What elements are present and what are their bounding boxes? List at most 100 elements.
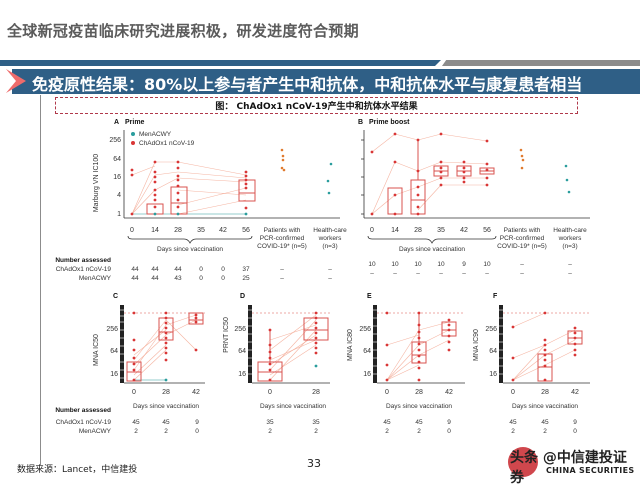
figure-caption-box: 图： ChAdOx1 nCoV-19产生中和抗体水平结果 [55,97,578,114]
svg-text:Days since vaccination: Days since vaccination [133,403,199,410]
svg-text:PCR-confirmed: PCR-confirmed [260,235,305,242]
svg-text:C: C [113,293,118,300]
svg-text:Health-care: Health-care [553,227,587,234]
svg-text:0: 0 [268,389,272,396]
svg-text:MenACWY: MenACWY [79,428,112,435]
svg-text:MenACWY: MenACWY [79,275,112,282]
legend-menacwy: MenACWY [139,131,172,138]
svg-text:9: 9 [573,419,577,426]
panel-b: B Prime boost [358,119,590,277]
svg-text:PRNT IC50: PRNT IC50 [223,317,230,353]
svg-text:0: 0 [130,227,134,234]
svg-text:2: 2 [543,428,547,435]
svg-text:28: 28 [414,227,422,234]
svg-text:44: 44 [174,266,182,273]
svg-text:0: 0 [370,227,374,234]
svg-text:–: – [280,275,284,282]
svg-text:28: 28 [162,389,170,396]
svg-text:–: – [280,266,284,273]
svg-text:Health-care: Health-care [313,227,347,234]
svg-text:9: 9 [195,419,199,426]
watermark-sub: CHINA SECURITIES [546,466,635,475]
svg-text:35: 35 [197,227,205,234]
svg-text:1: 1 [117,211,121,218]
svg-text:45: 45 [383,419,391,426]
svg-text:25: 25 [242,275,250,282]
svg-text:0: 0 [132,389,136,396]
svg-text:2: 2 [268,428,272,435]
svg-text:–: – [416,270,420,277]
svg-text:14: 14 [151,227,159,234]
svg-text:45: 45 [132,419,140,426]
svg-text:Days since vaccination: Days since vaccination [260,403,326,410]
svg-text:COVID-19* (n=5): COVID-19* (n=5) [257,243,307,250]
svg-text:(n=3): (n=3) [322,243,337,250]
svg-text:9: 9 [462,261,466,268]
svg-text:16: 16 [238,371,246,378]
svg-text:Prime boost: Prime boost [369,119,410,126]
svg-text:–: – [393,270,397,277]
panel-d: D PRNT IC50 256 64 16 [223,293,330,435]
svg-text:64: 64 [113,156,121,163]
svg-text:10: 10 [391,261,399,268]
svg-text:45: 45 [162,419,170,426]
panel-a-title: Prime [125,119,145,126]
svg-text:Days since vaccination: Days since vaccination [157,246,223,253]
chevron-inner-shape [6,69,16,93]
svg-text:256: 256 [359,326,371,333]
svg-text:Patients with: Patients with [264,227,301,234]
svg-text:256: 256 [234,326,246,333]
svg-text:35: 35 [266,419,274,426]
svg-text:2: 2 [385,428,389,435]
svg-text:E: E [367,293,372,300]
svg-text:Days since vaccination: Days since vaccination [399,246,465,253]
svg-text:42: 42 [445,389,453,396]
svg-text:(n=3): (n=3) [562,243,577,250]
svg-text:9: 9 [447,419,451,426]
svg-text:64: 64 [110,348,118,355]
svg-text:Days since vaccination: Days since vaccination [386,403,452,410]
svg-text:45: 45 [541,419,549,426]
svg-text:256: 256 [485,326,497,333]
header-divider-blue [0,60,441,66]
svg-text:28: 28 [312,389,320,396]
svg-text:43: 43 [174,275,182,282]
svg-text:28: 28 [541,389,549,396]
svg-text:0: 0 [511,389,515,396]
svg-text:–: – [439,270,443,277]
svg-text:PCR-confirmed: PCR-confirmed [500,235,545,242]
left-divider [40,95,41,465]
svg-text:28: 28 [174,227,182,234]
svg-text:0: 0 [221,275,225,282]
svg-text:4: 4 [117,192,121,199]
panel-a-label: A [114,119,119,126]
panel-a: A Prime Marburg VN IC100 256 64 16 4 1 M… [55,119,347,282]
figure-caption: 图： ChAdOx1 nCoV-19产生中和抗体水平结果 [215,102,418,112]
svg-text:44: 44 [131,275,139,282]
svg-text:256: 256 [106,326,118,333]
panel-a-ylabel: Marburg VN IC100 [93,154,100,212]
svg-text:B: B [358,119,363,126]
svg-text:F: F [493,293,498,300]
section-banner [12,69,640,94]
svg-text:10: 10 [437,261,445,268]
svg-text:ChAdOx1 nCoV-19: ChAdOx1 nCoV-19 [56,419,112,426]
svg-text:0: 0 [199,275,203,282]
svg-text:0: 0 [195,428,199,435]
svg-text:28: 28 [415,389,423,396]
svg-text:56: 56 [483,227,491,234]
svg-text:10: 10 [368,261,376,268]
svg-text:–: – [568,270,572,277]
svg-text:–: – [568,261,572,268]
source-note: 数据来源：Lancet，中信建投 [17,465,138,475]
svg-text:COVID-19* (n=5): COVID-19* (n=5) [497,243,547,250]
svg-text:14: 14 [391,227,399,234]
legend-chadox: ChAdOx1 nCoV-19 [139,140,195,147]
svg-text:MNA IC50: MNA IC50 [93,334,100,366]
svg-text:0: 0 [199,266,203,273]
page-title: 全球新冠疫苗临床研究进展积极，研发进度符合预期 [7,22,359,40]
page-number: 33 [307,457,321,470]
svg-text:0: 0 [447,428,451,435]
svg-text:0: 0 [221,266,225,273]
